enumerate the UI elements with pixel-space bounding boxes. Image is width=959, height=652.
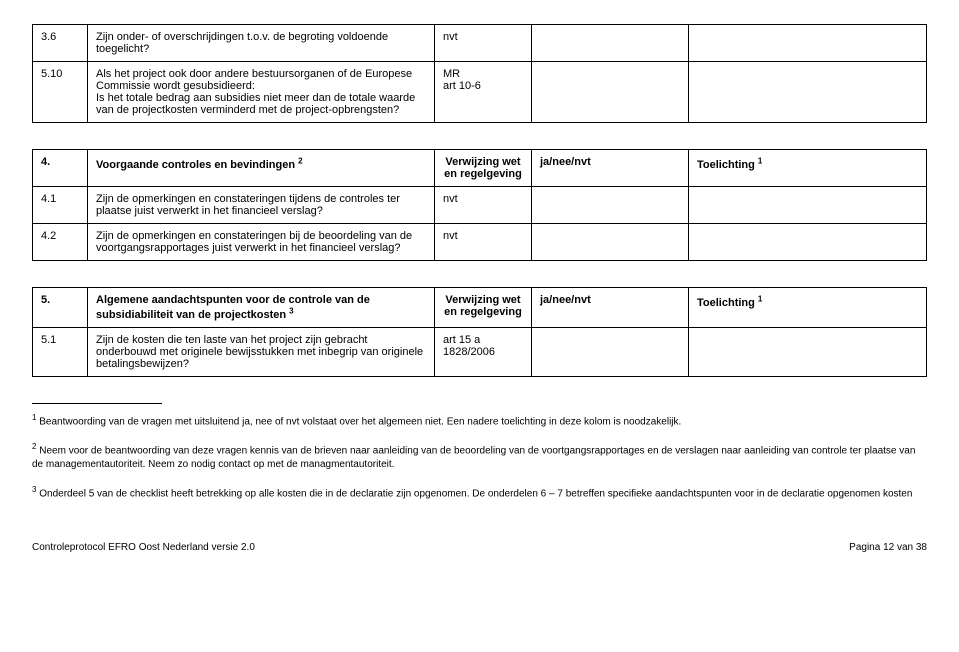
- row-number: 5.10: [33, 62, 88, 123]
- row-note: [689, 25, 927, 62]
- table-section-3-5: 3.6Zijn onder- of overschrijdingen t.o.v…: [32, 24, 927, 123]
- row-description: Voorgaande controles en bevindingen 2: [88, 150, 435, 187]
- table-section-4: 4.Voorgaande controles en bevindingen 2V…: [32, 149, 927, 261]
- row-reference: nvt: [435, 25, 532, 62]
- row-note: [689, 224, 927, 261]
- row-answer: [532, 224, 689, 261]
- row-number: 4.2: [33, 224, 88, 261]
- row-answer: [532, 25, 689, 62]
- row-answer: ja/nee/nvt: [532, 288, 689, 328]
- row-number: 5.1: [33, 327, 88, 376]
- row-answer: ja/nee/nvt: [532, 150, 689, 187]
- row-note: [689, 62, 927, 123]
- footnote-separator: [32, 403, 162, 404]
- row-number: 4.1: [33, 187, 88, 224]
- row-note: Toelichting 1: [689, 150, 927, 187]
- row-description: Als het project ook door andere bestuurs…: [88, 62, 435, 123]
- row-note: Toelichting 1: [689, 288, 927, 328]
- footer-left: Controleprotocol EFRO Oost Nederland ver…: [32, 542, 255, 553]
- row-answer: [532, 187, 689, 224]
- footnote-2: 2 Neem voor de beantwoording van deze vr…: [32, 441, 927, 472]
- row-number: 5.: [33, 288, 88, 328]
- table-section-5: 5.Algemene aandachtspunten voor de contr…: [32, 287, 927, 377]
- row-note: [689, 327, 927, 376]
- row-number: 4.: [33, 150, 88, 187]
- row-reference: nvt: [435, 224, 532, 261]
- row-reference: MRart 10-6: [435, 62, 532, 123]
- row-number: 3.6: [33, 25, 88, 62]
- footer-right: Pagina 12 van 38: [849, 542, 927, 553]
- row-description: Zijn de kosten die ten laste van het pro…: [88, 327, 435, 376]
- footnote-3: 3 Onderdeel 5 van de checklist heeft bet…: [32, 484, 927, 501]
- row-answer: [532, 327, 689, 376]
- row-reference: art 15 a1828/2006: [435, 327, 532, 376]
- page-footer: Controleprotocol EFRO Oost Nederland ver…: [32, 542, 927, 553]
- row-description: Zijn de opmerkingen en constateringen ti…: [88, 187, 435, 224]
- row-description: Algemene aandachtspunten voor de control…: [88, 288, 435, 328]
- row-note: [689, 187, 927, 224]
- row-reference: nvt: [435, 187, 532, 224]
- footnotes-block: 1 Beantwoording van de vragen met uitslu…: [32, 403, 927, 502]
- row-reference: Verwijzing wet en regelgeving: [435, 288, 532, 328]
- row-answer: [532, 62, 689, 123]
- row-description: Zijn de opmerkingen en constateringen bi…: [88, 224, 435, 261]
- row-description: Zijn onder- of overschrijdingen t.o.v. d…: [88, 25, 435, 62]
- row-reference: Verwijzing wet en regelgeving: [435, 150, 532, 187]
- footnote-1: 1 Beantwoording van de vragen met uitslu…: [32, 412, 927, 429]
